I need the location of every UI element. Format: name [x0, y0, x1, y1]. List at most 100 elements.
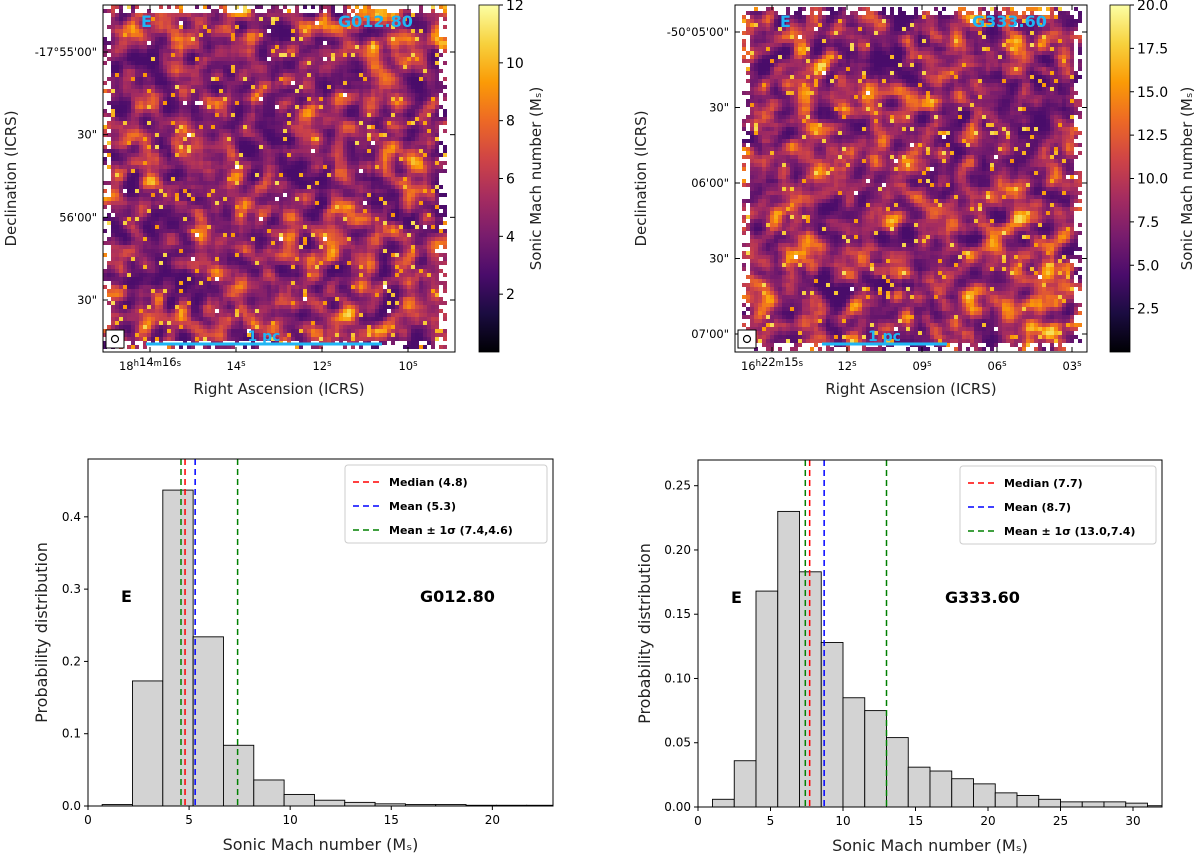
map-pixel — [379, 201, 383, 205]
map-pixel — [419, 125, 423, 129]
map-pixel — [231, 221, 235, 225]
map-pixel — [363, 33, 367, 37]
map-pixel — [399, 65, 403, 69]
map-pixel — [383, 245, 387, 249]
map-pixel — [211, 129, 215, 133]
map-pixel — [179, 189, 183, 193]
map-pixel — [271, 49, 275, 53]
map-pixel — [359, 241, 363, 245]
map-pixel — [115, 77, 119, 81]
map-pixel — [331, 133, 335, 137]
map-pixel — [323, 145, 327, 149]
map-pixel — [303, 129, 307, 133]
map-pixel — [163, 185, 167, 189]
map-pixel — [195, 153, 199, 157]
map-pixel — [415, 113, 419, 117]
map-pixel — [179, 29, 183, 33]
map-pixel — [387, 93, 391, 97]
map-pixel — [231, 41, 235, 45]
map-pixel — [439, 169, 443, 173]
map-pixel — [211, 225, 215, 229]
map-pixel — [215, 169, 219, 173]
map-pixel — [291, 241, 295, 245]
map-pixel — [127, 113, 131, 117]
map-pixel — [183, 237, 187, 241]
map-pixel — [431, 241, 435, 245]
map-pixel — [227, 93, 231, 97]
map-pixel — [311, 17, 315, 21]
map-pixel — [311, 245, 315, 249]
map-pixel — [431, 9, 435, 13]
map-pixel — [215, 193, 219, 197]
map-pixel — [307, 193, 311, 197]
map-pixel — [291, 101, 295, 105]
map-pixel — [215, 93, 219, 97]
map-pixel — [219, 177, 223, 181]
map-pixel — [351, 101, 355, 105]
map-pixel — [175, 169, 179, 173]
map-pixel — [195, 121, 199, 125]
map-pixel — [379, 173, 383, 177]
map-pixel — [391, 61, 395, 65]
map-pixel — [219, 45, 223, 49]
map-pixel — [239, 213, 243, 217]
map-pixel — [295, 197, 299, 201]
map-pixel — [159, 237, 163, 241]
map-pixel — [435, 201, 439, 205]
map-pixel — [111, 181, 115, 185]
map-pixel — [367, 173, 371, 177]
map-pixel — [139, 105, 143, 109]
map-pixel — [423, 189, 427, 193]
map-pixel — [115, 29, 119, 33]
map-pixel — [235, 121, 239, 125]
map-pixel — [415, 145, 419, 149]
map-pixel — [139, 129, 143, 133]
map-pixel — [359, 217, 363, 221]
map-pixel — [275, 13, 279, 17]
map-pixel — [411, 153, 415, 157]
map-pixel — [159, 185, 163, 189]
map-pixel — [371, 81, 375, 85]
map-pixel — [351, 93, 355, 97]
map-pixel — [431, 93, 435, 97]
map-pixel — [363, 241, 367, 245]
map-pixel — [351, 149, 355, 153]
map-pixel — [239, 121, 243, 125]
map-pixel — [283, 165, 287, 169]
map-pixel — [419, 97, 423, 101]
map-pixel — [231, 105, 235, 109]
map-pixel — [375, 213, 379, 217]
map-pixel — [183, 13, 187, 17]
map-pixel — [247, 225, 251, 229]
map-pixel — [263, 225, 267, 229]
map-pixel — [127, 233, 131, 237]
map-pixel — [423, 161, 427, 165]
map-pixel — [335, 41, 339, 45]
map-pixel — [239, 17, 243, 21]
map-pixel — [171, 173, 175, 177]
map-pixel — [351, 169, 355, 173]
map-pixel — [199, 129, 203, 133]
map-pixel — [319, 237, 323, 241]
map-pixel — [423, 217, 427, 221]
map-pixel — [311, 61, 315, 65]
map-pixel — [207, 101, 211, 105]
map-pixel — [379, 165, 383, 169]
map-pixel — [215, 245, 219, 249]
map-pixel — [315, 177, 319, 181]
map-pixel — [291, 133, 295, 137]
map-pixel — [119, 25, 123, 29]
map-pixel — [323, 217, 327, 221]
map-pixel — [295, 9, 299, 13]
map-pixel — [299, 189, 303, 193]
map-pixel — [275, 97, 279, 101]
map-pixel — [119, 9, 123, 13]
map-pixel — [355, 217, 359, 221]
map-pixel — [355, 81, 359, 85]
map-pixel — [431, 21, 435, 25]
map-pixel — [207, 173, 211, 177]
map-pixel — [263, 117, 267, 121]
map-pixel — [179, 81, 183, 85]
map-pixel — [251, 153, 255, 157]
